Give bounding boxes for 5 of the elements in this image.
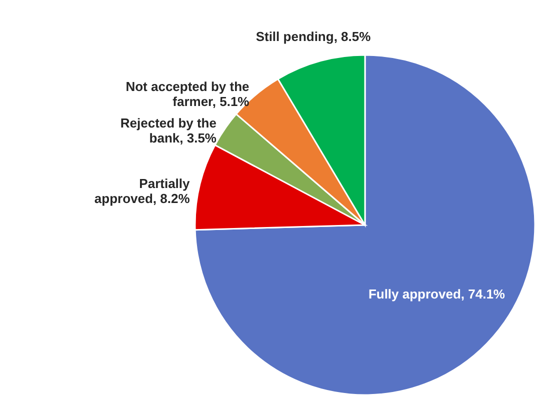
- slice-label: Partially approved, 8.2%: [94, 176, 191, 206]
- slice-label: Rejected by the bank, 3.5%: [120, 115, 217, 146]
- slice-label: Still pending, 8.5%: [256, 28, 372, 44]
- slice-label: Fully approved, 74.1%: [368, 286, 506, 302]
- slice-label: Not accepted by the farmer, 5.1%: [126, 79, 250, 110]
